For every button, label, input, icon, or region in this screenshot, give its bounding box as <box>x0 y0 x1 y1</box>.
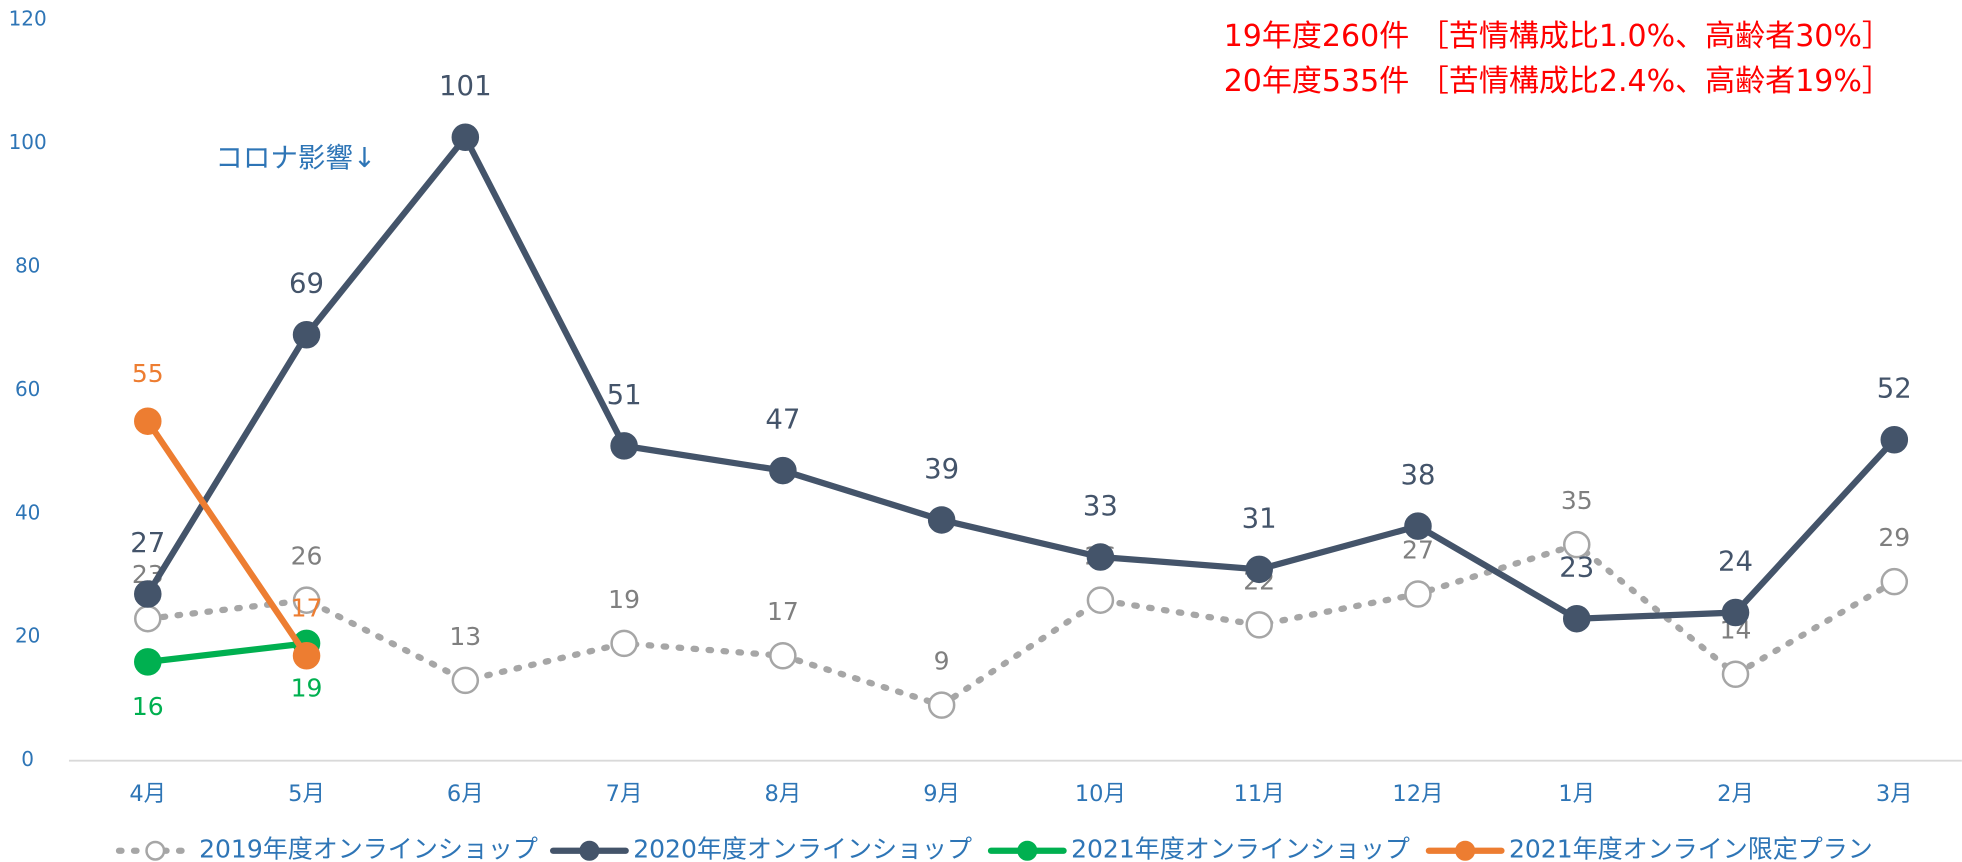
data-label: 35 <box>1561 486 1593 515</box>
marker <box>451 123 480 152</box>
legend-label: 2019年度オンラインショップ <box>199 835 538 862</box>
data-label: 55 <box>132 359 164 388</box>
data-label: 19 <box>608 585 640 614</box>
marker <box>1562 604 1591 633</box>
legend-label: 2020年度オンラインショップ <box>633 835 972 862</box>
x-tick-label: 9月 <box>923 781 960 807</box>
marker <box>292 586 321 614</box>
y-tick-label: 120 <box>9 7 47 31</box>
data-label: 9 <box>934 647 950 676</box>
annotation: 19年度260件 ［苦情構成比1.0%、高齢者30%］ <box>1224 19 1892 54</box>
x-tick-label: 2月 <box>1717 781 1754 807</box>
data-label: 27 <box>130 527 165 559</box>
marker <box>1086 586 1115 614</box>
data-label: 16 <box>132 692 164 721</box>
marker <box>610 629 638 658</box>
legend-marker <box>1455 840 1476 861</box>
y-tick-label: 60 <box>15 377 40 401</box>
series-line <box>144 131 1898 622</box>
data-label: 27 <box>1402 535 1434 564</box>
y-tick-label: 80 <box>15 253 40 277</box>
x-tick-label: 5月 <box>288 781 325 807</box>
marker <box>1880 425 1909 454</box>
y-tick-label: 40 <box>15 500 40 524</box>
marker <box>1880 567 1909 596</box>
annotation: 20年度535件 ［苦情構成比2.4%、高齢者19%］ <box>1224 64 1892 99</box>
series-line <box>144 418 310 659</box>
x-tick-label: 8月 <box>764 781 801 807</box>
data-label: 52 <box>1877 373 1912 405</box>
legend-label: 2021年度オンラインショップ <box>1071 835 1410 862</box>
marker <box>1245 555 1273 584</box>
marker <box>927 691 956 719</box>
marker <box>927 506 956 534</box>
data-label: 33 <box>1083 490 1118 522</box>
x-tick-label: 12月 <box>1392 781 1443 807</box>
marker <box>134 604 162 633</box>
marker <box>1721 660 1750 689</box>
y-tick-label: 100 <box>9 130 47 154</box>
data-label: 17 <box>291 593 323 622</box>
x-tick-label: 6月 <box>447 781 484 807</box>
legend-label: 2021年度オンライン限定プラン <box>1509 835 1873 862</box>
y-tick-label: 20 <box>15 624 40 648</box>
legend-marker <box>145 840 166 861</box>
x-tick-label: 11月 <box>1234 781 1285 807</box>
annotation: コロナ影響↓ <box>215 142 376 174</box>
data-label: 38 <box>1400 459 1435 491</box>
marker <box>769 641 797 670</box>
y-tick-label: 0 <box>21 747 34 771</box>
marker <box>134 648 162 676</box>
marker <box>1404 512 1432 540</box>
series-line <box>144 640 310 666</box>
data-label: 101 <box>439 70 492 102</box>
data-label: 13 <box>449 622 481 651</box>
marker <box>292 321 321 349</box>
data-label: 39 <box>924 453 959 485</box>
x-tick-label: 1月 <box>1558 781 1595 807</box>
marker <box>610 432 638 460</box>
x-tick-label: 10月 <box>1075 781 1126 807</box>
marker <box>1245 611 1273 639</box>
data-label: 69 <box>289 268 324 300</box>
data-label: 23 <box>1559 552 1594 584</box>
marker <box>134 580 162 608</box>
legend-marker <box>1017 840 1038 861</box>
marker <box>451 666 480 695</box>
data-label: 24 <box>1718 545 1753 577</box>
marker <box>134 407 162 435</box>
data-label: 51 <box>607 379 642 411</box>
marker <box>769 456 797 485</box>
marker <box>1721 598 1750 627</box>
series-line <box>144 541 1898 709</box>
x-tick-label: 7月 <box>606 781 643 807</box>
data-label: 29 <box>1878 523 1910 552</box>
data-label: 47 <box>765 404 800 436</box>
marker <box>292 641 321 670</box>
legend-marker <box>579 840 600 861</box>
marker <box>1562 530 1591 559</box>
x-tick-label: 3月 <box>1876 781 1913 807</box>
marker <box>1404 580 1432 608</box>
data-label: 31 <box>1242 502 1277 534</box>
data-label: 26 <box>291 542 323 571</box>
x-tick-label: 4月 <box>129 781 166 807</box>
marker <box>1086 543 1115 571</box>
data-label: 17 <box>767 597 799 626</box>
data-label: 19 <box>291 674 323 703</box>
